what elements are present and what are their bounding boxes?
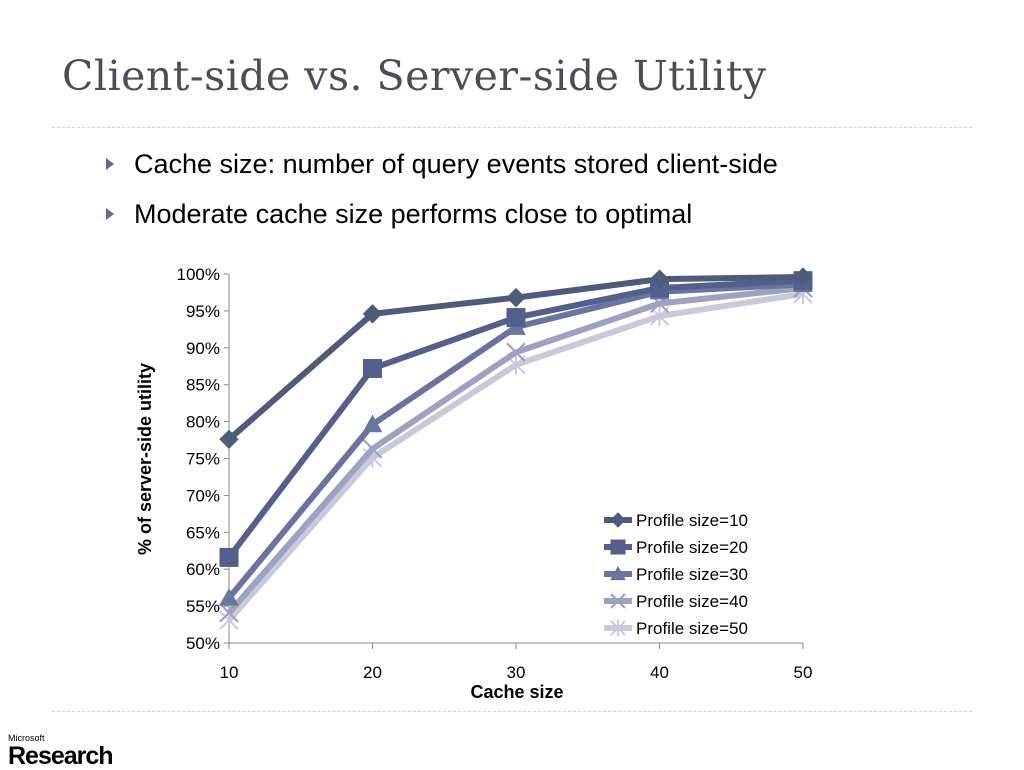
diamond-marker [219, 429, 239, 450]
title-divider [52, 127, 972, 128]
triangle-marker [610, 565, 626, 581]
diamond-marker [506, 287, 526, 308]
logo-division: Research [8, 742, 114, 770]
x-marker [362, 439, 383, 459]
legend-label: Profile size=50 [636, 619, 748, 638]
bullet-arrow-icon [106, 158, 114, 170]
diamond-marker [649, 269, 670, 289]
diamond-marker [362, 304, 383, 324]
slide-title: Client-side vs. Server-side Utility [62, 52, 767, 100]
bullet-text: Moderate cache size performs close to op… [134, 199, 693, 229]
x-axis-title: Cache size [470, 682, 563, 702]
y-axis-title: % of server-side utility [135, 363, 155, 555]
diamond-marker [793, 267, 813, 287]
y-tick-label: 70% [186, 486, 220, 505]
y-tick-label: 55% [186, 597, 220, 616]
y-tick-label: 85% [186, 376, 220, 395]
x-tick-label: 40 [650, 663, 669, 682]
y-tick-label: 50% [186, 634, 220, 653]
y-tick-label: 80% [186, 413, 220, 432]
square-marker [506, 308, 526, 328]
star-marker [610, 620, 626, 636]
y-tick-label: 90% [186, 339, 220, 358]
y-tick-label: 75% [186, 450, 220, 469]
bullet-item: Moderate cache size performs close to op… [104, 196, 778, 246]
triangle-marker [219, 587, 239, 606]
y-tick-label: 65% [186, 523, 220, 542]
bullet-list: Cache size: number of query events store… [104, 146, 778, 246]
square-marker [219, 547, 239, 567]
y-tick-label: 60% [186, 560, 220, 579]
legend-label: Profile size=40 [636, 592, 748, 611]
legend-label: Profile size=30 [636, 565, 748, 584]
y-tick-label: 95% [186, 302, 220, 321]
x-tick-label: 20 [363, 663, 382, 682]
x-marker [219, 602, 239, 623]
triangle-marker [362, 414, 383, 433]
microsoft-research-logo: Microsoft Research [8, 733, 114, 770]
x-tick-label: 50 [794, 663, 813, 682]
x-marker [610, 593, 626, 609]
y-tick-label: 100% [177, 265, 220, 284]
bullet-text: Cache size: number of query events store… [134, 149, 778, 179]
bullet-item: Cache size: number of query events store… [104, 146, 778, 196]
x-marker [506, 342, 526, 363]
footer-divider [52, 711, 972, 712]
legend-label: Profile size=20 [636, 538, 748, 557]
bullet-arrow-icon [106, 208, 114, 220]
square-marker [363, 358, 382, 378]
logo-company: Microsoft [8, 733, 45, 743]
x-tick-label: 10 [220, 663, 239, 682]
legend-label: Profile size=10 [636, 511, 748, 530]
x-tick-label: 30 [507, 663, 526, 682]
square-marker [610, 539, 626, 555]
diamond-marker [610, 512, 626, 528]
